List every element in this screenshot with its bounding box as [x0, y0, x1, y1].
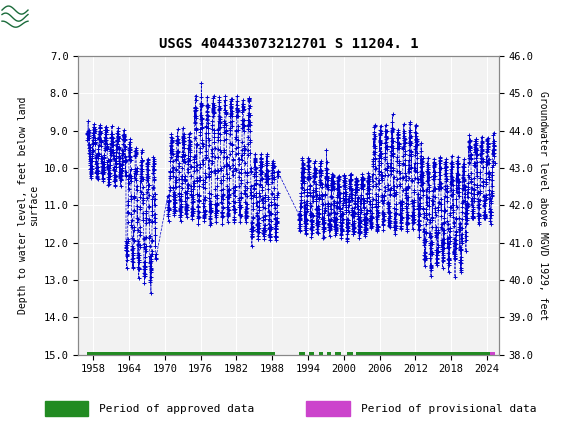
- Text: Period of provisional data: Period of provisional data: [361, 403, 536, 414]
- Title: USGS 404433073212701 S 11204. 1: USGS 404433073212701 S 11204. 1: [159, 37, 418, 51]
- Bar: [309, 352, 314, 358]
- Bar: [318, 352, 323, 358]
- Text: USGS: USGS: [32, 9, 88, 27]
- Bar: [87, 352, 275, 358]
- Bar: [306, 401, 350, 416]
- Bar: [347, 352, 353, 358]
- Bar: [1, 5, 29, 30]
- Bar: [356, 352, 490, 358]
- Bar: [45, 401, 88, 416]
- Y-axis label: Groundwater level above MGVD 1929, feet: Groundwater level above MGVD 1929, feet: [538, 91, 548, 320]
- Bar: [335, 352, 340, 358]
- Bar: [490, 352, 495, 358]
- Bar: [299, 352, 305, 358]
- Text: Period of approved data: Period of approved data: [99, 403, 255, 414]
- Bar: [327, 352, 331, 358]
- Y-axis label: Depth to water level, feet below land
surface: Depth to water level, feet below land su…: [18, 97, 39, 314]
